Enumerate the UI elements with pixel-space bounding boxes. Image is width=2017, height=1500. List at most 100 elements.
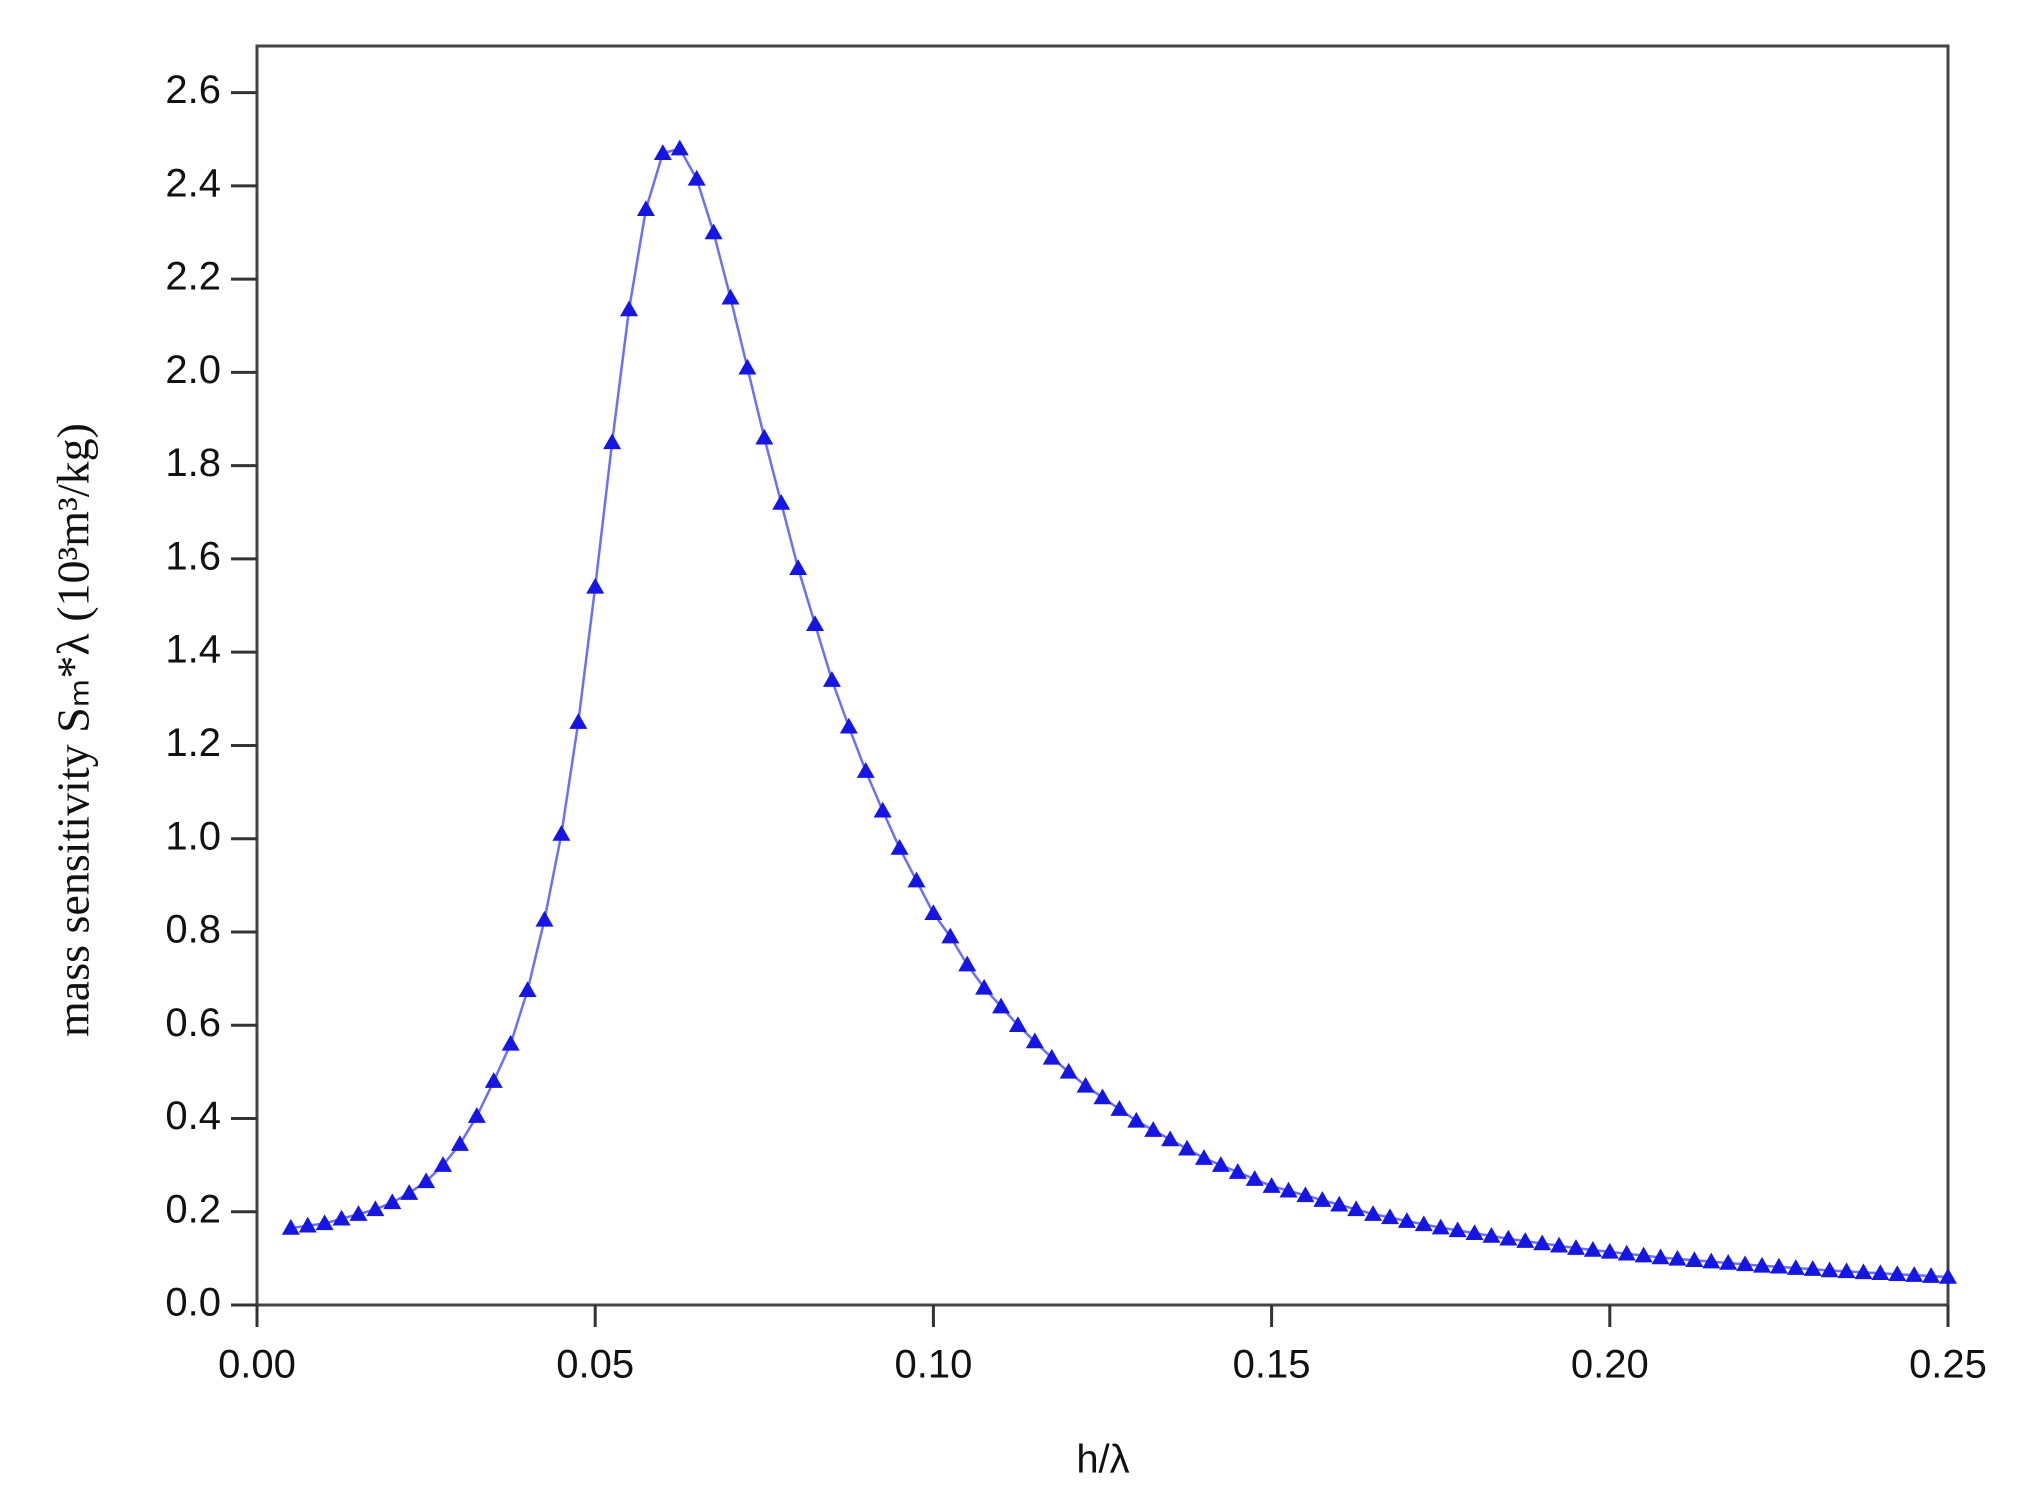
data-point <box>1786 1259 1805 1275</box>
data-point <box>1448 1221 1467 1238</box>
data-point <box>924 904 943 921</box>
data-point <box>1516 1232 1535 1248</box>
data-point <box>1854 1263 1873 1280</box>
data-point <box>1922 1267 1941 1283</box>
data-point <box>1110 1100 1129 1116</box>
y-tick-label: 1.6 <box>165 534 221 578</box>
data-point <box>484 1072 503 1088</box>
data-point <box>721 288 740 305</box>
data-point <box>1228 1163 1247 1179</box>
data-point <box>467 1107 486 1123</box>
data-point <box>890 839 909 855</box>
data-point <box>1364 1205 1383 1221</box>
data-point <box>417 1172 436 1189</box>
data-point <box>1313 1191 1332 1207</box>
data-point <box>450 1135 469 1151</box>
data-point <box>1803 1260 1822 1276</box>
data-point <box>704 223 723 240</box>
data-point <box>1668 1249 1687 1266</box>
data-point <box>1939 1268 1957 1284</box>
data-point <box>822 671 841 687</box>
data-point <box>738 358 757 375</box>
data-point <box>298 1216 317 1233</box>
data-point <box>434 1156 453 1172</box>
y-tick-label: 2.6 <box>165 68 221 112</box>
x-tick-label: 0.05 <box>556 1343 634 1387</box>
data-point <box>1279 1181 1298 1198</box>
data-point <box>1194 1149 1213 1165</box>
data-point <box>687 169 706 186</box>
data-point <box>535 910 554 927</box>
data-point <box>1837 1262 1856 1279</box>
data-point <box>1262 1177 1281 1193</box>
data-point <box>1296 1186 1315 1203</box>
data-point <box>1144 1121 1163 1137</box>
data-point <box>1583 1240 1602 1257</box>
data-point <box>1245 1170 1264 1186</box>
y-axis-label: mass sensitivity Sₘ*λ (10³m³/kg) <box>48 423 99 1037</box>
y-tick-label: 1.8 <box>165 441 221 485</box>
data-point <box>366 1200 385 1217</box>
data-point <box>1752 1256 1771 1273</box>
data-point <box>315 1214 334 1231</box>
y-tick-label: 0.2 <box>165 1187 221 1231</box>
data-point <box>518 981 537 997</box>
data-point <box>1719 1254 1738 1270</box>
data-point <box>1702 1252 1721 1269</box>
data-point <box>620 300 639 317</box>
data-point <box>1533 1234 1552 1251</box>
y-tick-label: 1.4 <box>165 628 221 672</box>
data-point <box>569 713 588 729</box>
data-point <box>1025 1032 1044 1049</box>
data-point <box>755 428 774 445</box>
data-point <box>1600 1242 1619 1259</box>
data-point <box>281 1219 300 1235</box>
data-point <box>1161 1130 1180 1147</box>
y-tick-label: 2.4 <box>165 161 221 205</box>
data-point <box>873 801 892 818</box>
y-tick-label: 2.2 <box>165 255 221 299</box>
data-point <box>1566 1239 1585 1255</box>
data-point <box>1905 1266 1924 1282</box>
data-point <box>1685 1251 1704 1267</box>
data-point <box>1431 1218 1450 1235</box>
data-point <box>1651 1248 1670 1265</box>
data-point <box>839 717 858 734</box>
data-point <box>1617 1244 1636 1261</box>
data-point <box>603 433 622 450</box>
data-point <box>806 615 825 631</box>
data-point <box>552 825 571 841</box>
y-tick-label: 0.6 <box>165 1001 221 1045</box>
data-point <box>1414 1215 1433 1232</box>
data-point <box>383 1193 402 1210</box>
data-point <box>1820 1261 1839 1278</box>
data-point <box>907 871 926 888</box>
y-tick-label: 2.0 <box>165 348 221 392</box>
y-tick-label: 0.0 <box>165 1281 221 1325</box>
data-point <box>1736 1255 1755 1272</box>
data-point <box>1178 1139 1197 1156</box>
data-point <box>1211 1156 1230 1172</box>
data-point <box>400 1184 419 1200</box>
x-tick-label: 0.10 <box>894 1343 972 1387</box>
x-tick-label: 0.15 <box>1233 1343 1311 1387</box>
data-point <box>332 1209 351 1226</box>
y-tick-label: 1.0 <box>165 814 221 858</box>
data-point <box>636 200 655 216</box>
data-point <box>1888 1265 1907 1281</box>
data-point <box>1330 1195 1349 1212</box>
data-point <box>1380 1208 1399 1225</box>
data-point <box>1093 1088 1112 1105</box>
data-point <box>958 955 977 972</box>
data-point <box>670 139 689 156</box>
data-point <box>941 927 960 944</box>
x-tick-label: 0.25 <box>1909 1343 1987 1387</box>
data-point <box>653 144 672 160</box>
data-point <box>349 1205 368 1221</box>
x-tick-label: 0.00 <box>218 1343 296 1387</box>
data-point <box>772 493 791 510</box>
y-tick-label: 0.4 <box>165 1094 221 1138</box>
data-point <box>1076 1076 1095 1093</box>
data-point <box>1634 1246 1653 1263</box>
